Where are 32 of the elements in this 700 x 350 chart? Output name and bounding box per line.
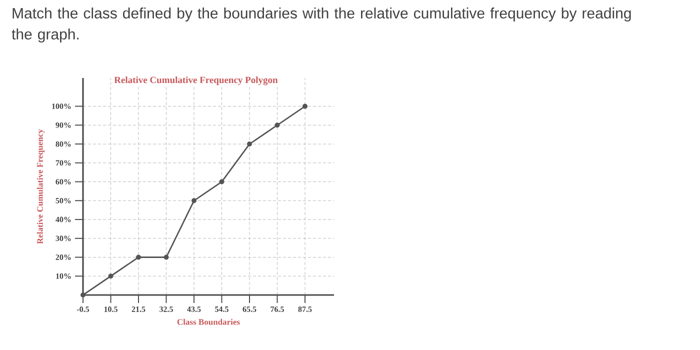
point	[164, 254, 169, 260]
point	[219, 179, 224, 184]
x-axis-title: Class Boundaries	[177, 318, 240, 325]
text: Match the class defined by the boundaries with the relative cumulative frequency by reading the graph.	[12, 8, 631, 42]
y-tick-label: 60%	[56, 179, 71, 184]
point	[108, 274, 114, 279]
point	[302, 104, 308, 109]
y-tick-label: 10%	[56, 273, 71, 279]
point	[191, 198, 196, 204]
x-tick-label: 10.5	[104, 306, 118, 312]
point	[80, 292, 86, 298]
x-tick-label: 65.5	[242, 306, 256, 312]
x-tick-label: -0.5	[76, 306, 90, 312]
x-tick-label: 21.5	[132, 306, 146, 312]
x-tick-label: 32.5	[160, 306, 173, 312]
y-tick-label: 80%	[56, 141, 71, 147]
y-tick-label: 40%	[56, 216, 71, 222]
point	[274, 122, 280, 128]
x-tick-label: 76.5	[270, 306, 284, 312]
x-tick-label: 54.5	[215, 306, 228, 312]
point	[246, 142, 252, 147]
point	[136, 254, 141, 260]
chart-title: Relative Cumulative Frequency Polygon	[114, 76, 278, 86]
y-tick-label: 20%	[56, 254, 71, 260]
y-tick-label: 90%	[56, 122, 71, 128]
y-tick-label: 70%	[56, 160, 71, 166]
y-tick-label: 30%	[56, 236, 71, 242]
x-tick-label: 43.5	[187, 306, 201, 312]
y-tick-label: 100%	[52, 104, 71, 110]
y-axis-title: Relative Cumulative Frequency	[36, 129, 45, 244]
x-tick-label: 87.5	[298, 306, 312, 312]
y-tick-label: 50%	[56, 198, 71, 204]
